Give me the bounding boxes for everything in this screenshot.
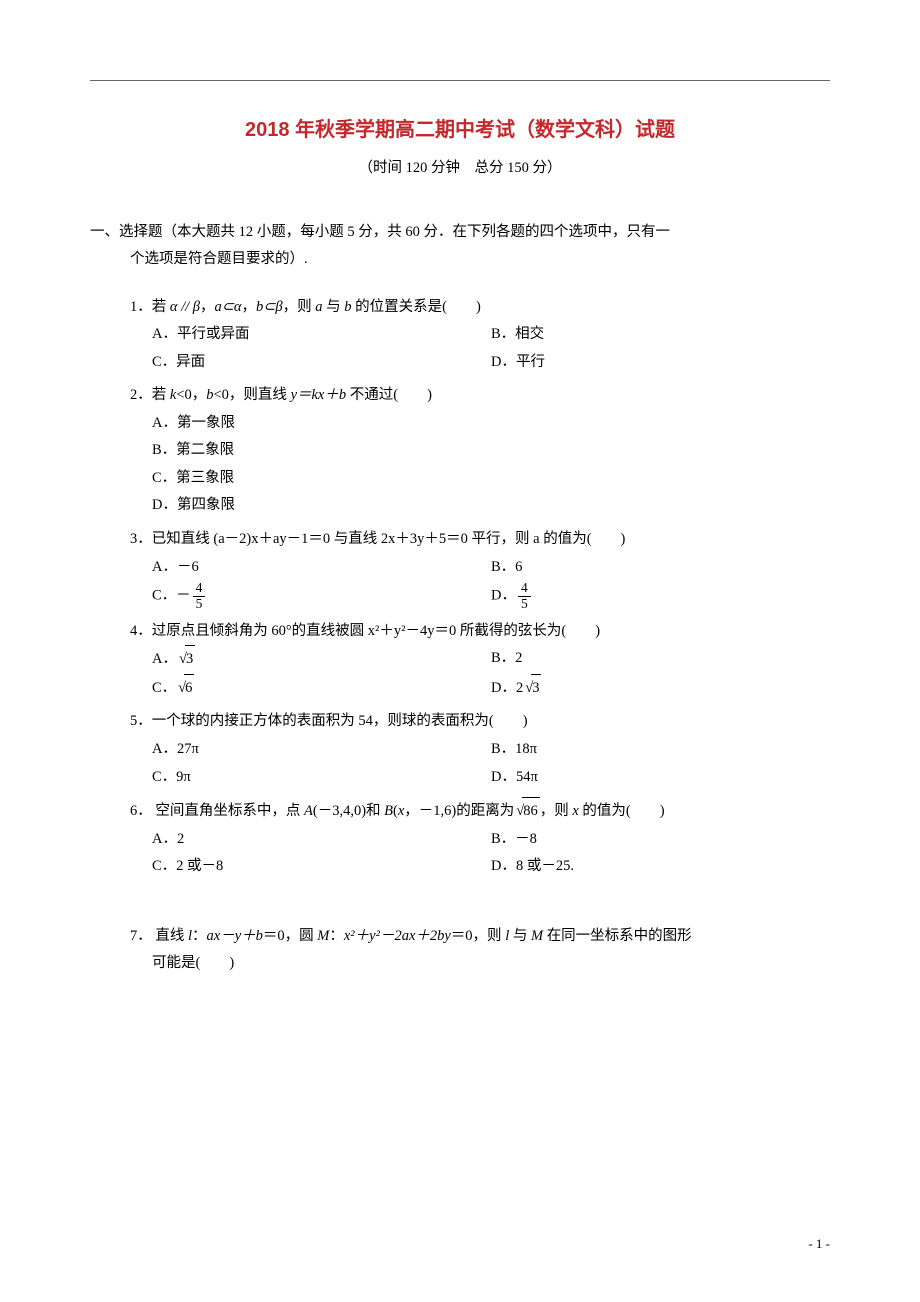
- section-header-line2: 个选项是符合题目要求的）.: [90, 251, 308, 267]
- q4-a-sqrt: 3: [177, 645, 195, 674]
- q1-stem-suffix: 的位置关系是( ): [352, 299, 481, 315]
- q1-a: a: [315, 299, 322, 315]
- q4-a-rad: 3: [185, 645, 195, 674]
- q2-b: b: [206, 387, 213, 403]
- q7-stem-suffix: 在同一坐标系中的图形: [543, 928, 692, 944]
- q3-option-c: C．－45: [152, 581, 491, 612]
- question-6: 6． 空间直角坐标系中，点 A(－3,4,0)和 B(x，－1,6)的距离为86…: [130, 797, 830, 881]
- question-2: 2．若 k<0，b<0，则直线 y＝kx＋b 不通过( ) A．第一象限 B．第…: [130, 382, 830, 520]
- q1-a-in-alpha: a⊂α: [215, 299, 242, 315]
- question-1: 1．若 α // β，a⊂α，b⊂β，则 a 与 b 的位置关系是( ) A．平…: [130, 294, 830, 377]
- q5-stem: 5．一个球的内接正方体的表面积为 54，则球的表面积为( ): [130, 713, 528, 729]
- q7-eq2: x²＋y²－2ax＋2by: [344, 928, 451, 944]
- q1-sep2: ，: [242, 299, 257, 315]
- q7-mid5: 与: [509, 928, 531, 944]
- q1-option-d: D．平行: [491, 349, 830, 377]
- q2-option-d: D．第四象限: [152, 492, 830, 520]
- q4-option-a: A． 3: [152, 645, 491, 674]
- q4-d-rad: 3: [531, 674, 541, 703]
- q6-sqrt: 86: [514, 797, 539, 826]
- q7-mid3: ：: [329, 928, 344, 944]
- q3-c-prefix: C．－: [152, 588, 191, 604]
- q2-option-c: C．第三象限: [152, 465, 830, 493]
- q1-sep4: 与: [323, 299, 345, 315]
- q6-stem-suffix: 的值为( ): [579, 803, 665, 819]
- question-3: 3．已知直线 (a－2)x＋ay－1＝0 与直线 2x＋3y＋5＝0 平行，则 …: [130, 526, 830, 612]
- q6-rad: 86: [522, 797, 540, 826]
- q4-option-b: B．2: [491, 645, 830, 674]
- q6-mid1: (－3,4,0)和: [313, 803, 384, 819]
- q6-option-c: C．2 或－8: [152, 853, 491, 881]
- q3-d-num: 4: [518, 581, 531, 597]
- q4-stem: 4．过原点且倾斜角为 60°的直线被圆 x²＋y²－4y＝0 所截得的弦长为( …: [130, 623, 600, 639]
- q7-M: M: [317, 928, 329, 944]
- section-header-line1: 一、选择题（本大题共 12 小题，每小题 5 分，共 60 分．在下列各题的四个…: [90, 224, 670, 240]
- q3-stem: 3．已知直线 (a－2)x＋ay－1＝0 与直线 2x＋3y＋5＝0 平行，则 …: [130, 531, 625, 547]
- q6-option-a: A．2: [152, 826, 491, 854]
- q3-option-b: B．6: [491, 554, 830, 582]
- section-header: 一、选择题（本大题共 12 小题，每小题 5 分，共 60 分．在下列各题的四个…: [90, 219, 830, 274]
- q3-option-a: A．－6: [152, 554, 491, 582]
- top-rule: [90, 80, 830, 81]
- q6-A: A: [304, 803, 313, 819]
- q5-option-b: B．18π: [491, 736, 830, 764]
- q3-d-prefix: D．: [491, 588, 516, 604]
- q4-option-d: D．2 3: [491, 674, 830, 703]
- q7-mid1: ：: [192, 928, 207, 944]
- q7-mid4: ＝0，则: [451, 928, 505, 944]
- q1-stem-prefix: 1．若: [130, 299, 170, 315]
- question-7: 7． 直线 l：ax－y＋b＝0，圆 M：x²＋y²－2ax＋2by＝0，则 l…: [130, 923, 830, 978]
- q1-sep1: ，: [200, 299, 215, 315]
- q3-option-d: D．45: [491, 581, 830, 612]
- q3-c-den: 5: [193, 597, 206, 612]
- q1-option-b: B．相交: [491, 321, 830, 349]
- subtitle: （时间 120 分钟 总分 150 分）: [90, 155, 830, 183]
- q1-sep3: ，则: [283, 299, 316, 315]
- q7-stem-prefix: 7． 直线: [130, 928, 188, 944]
- q7-M2: M: [531, 928, 543, 944]
- q7-eq1: ax－y＋b: [207, 928, 263, 944]
- q3-c-frac: 45: [193, 581, 206, 612]
- q6-mid4: ，则: [540, 803, 573, 819]
- q4-c-sqrt: 6: [176, 674, 194, 703]
- q3-d-den: 5: [518, 597, 531, 612]
- q4-c-prefix: C．: [152, 680, 176, 696]
- q7-line2: 可能是( ): [152, 955, 234, 971]
- q7-mid2: ＝0，圆: [263, 928, 317, 944]
- question-5: 5．一个球的内接正方体的表面积为 54，则球的表面积为( ) A．27π B．1…: [130, 708, 830, 791]
- question-4: 4．过原点且倾斜角为 60°的直线被圆 x²＋y²－4y＝0 所截得的弦长为( …: [130, 618, 830, 703]
- q2-mid1: <0，: [176, 387, 206, 403]
- q4-d-sqrt: 3: [523, 674, 541, 703]
- q5-option-a: A．27π: [152, 736, 491, 764]
- q2-mid2: <0，则直线: [214, 387, 291, 403]
- q2-stem-suffix: 不通过( ): [346, 387, 432, 403]
- q1-b: b: [344, 299, 351, 315]
- q4-a-prefix: A．: [152, 651, 177, 667]
- q6-option-d: D．8 或－25.: [491, 853, 830, 881]
- page-title: 2018 年秋季学期高二期中考试（数学文科）试题: [90, 111, 830, 149]
- q6-stem-prefix: 6． 空间直角坐标系中，点: [130, 803, 304, 819]
- q2-option-b: B．第二象限: [152, 437, 830, 465]
- q2-stem-prefix: 2．若: [130, 387, 170, 403]
- q5-option-d: D．54π: [491, 764, 830, 792]
- q4-d-prefix: D．2: [491, 680, 523, 696]
- q6-mid3: ，－1,6)的距离为: [404, 803, 514, 819]
- page-number: - 1 -: [808, 1236, 830, 1252]
- q1-b-in-beta: b⊂β: [256, 299, 283, 315]
- q6-option-b: B．－8: [491, 826, 830, 854]
- q6-B: B: [384, 803, 393, 819]
- q3-c-num: 4: [193, 581, 206, 597]
- q4-c-rad: 6: [184, 674, 194, 703]
- q1-ab-rel: α // β: [170, 299, 200, 315]
- q2-option-a: A．第一象限: [152, 410, 830, 438]
- q1-option-c: C．异面: [152, 349, 491, 377]
- q3-d-frac: 45: [518, 581, 531, 612]
- q1-option-a: A．平行或异面: [152, 321, 491, 349]
- q5-option-c: C．9π: [152, 764, 491, 792]
- q4-option-c: C． 6: [152, 674, 491, 703]
- q2-eq: y＝kx＋b: [291, 387, 347, 403]
